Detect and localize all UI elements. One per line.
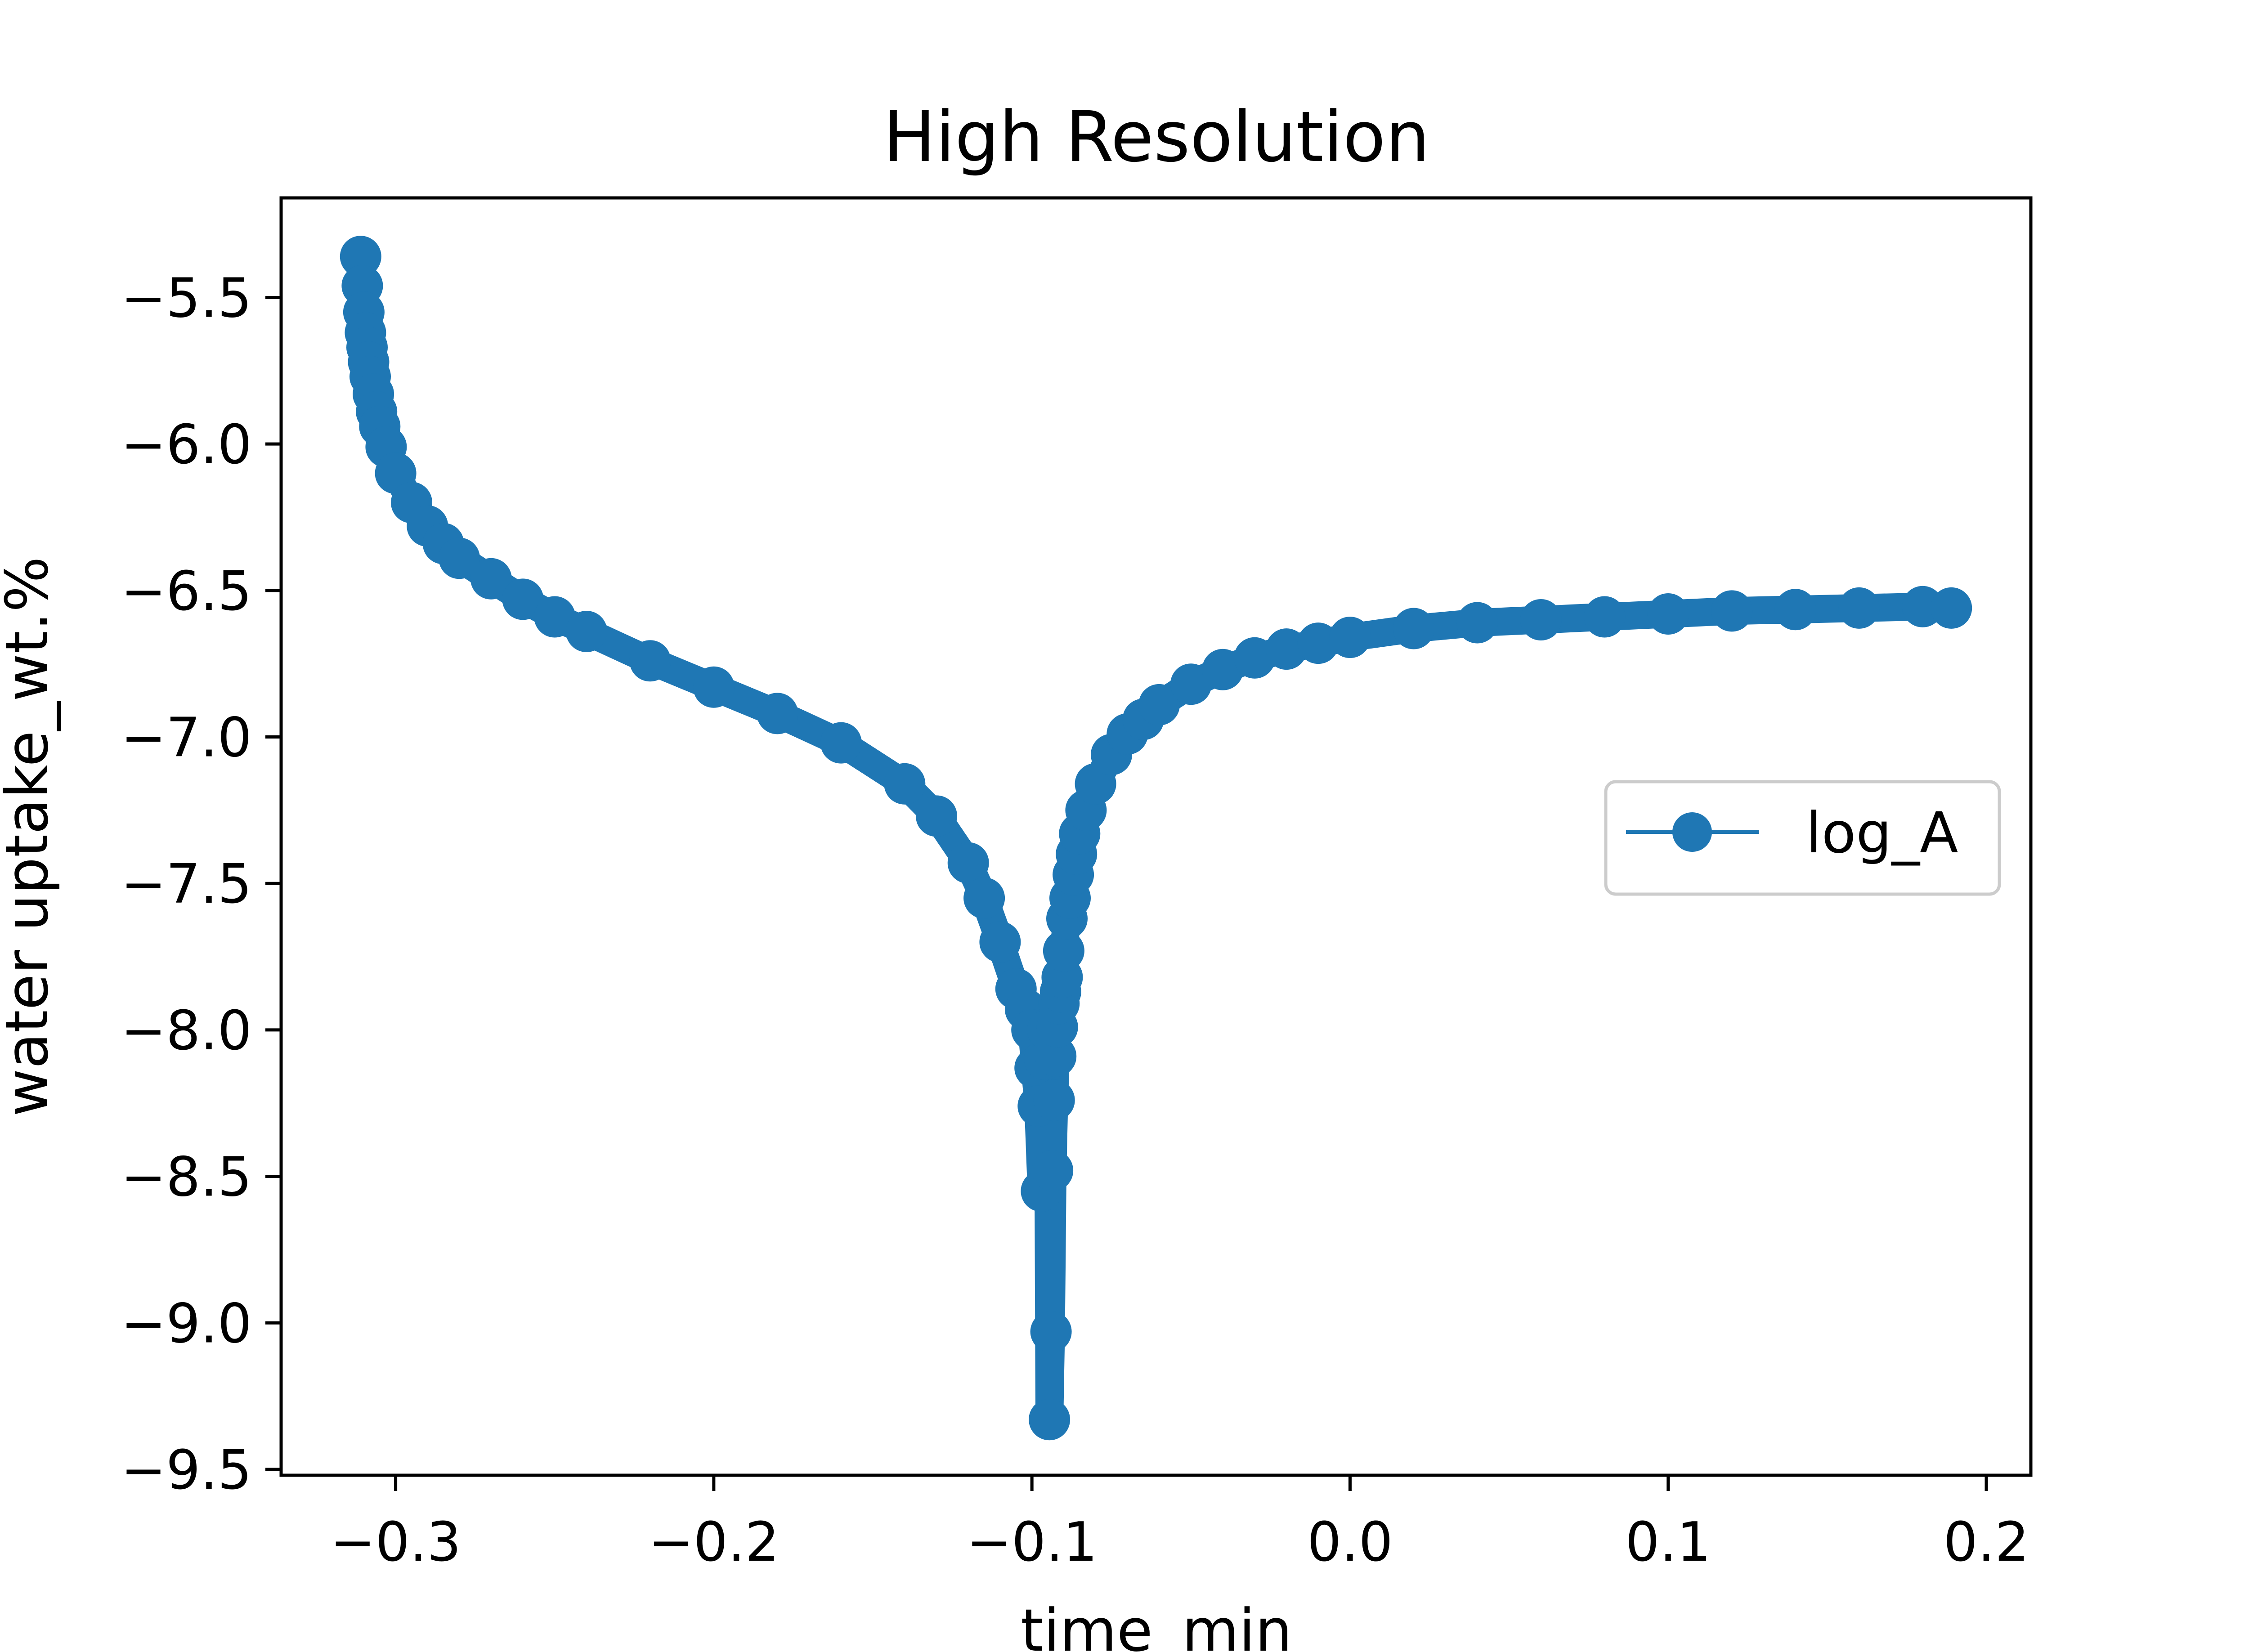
y-axis: −5.5 −6.0 −6.5 −7.0 −7.5 −8.0 −8.5 −9.0 −9.5	[121, 267, 281, 1502]
x-tick-label: −0.2	[648, 1511, 779, 1574]
chart-title: High Resolution	[883, 96, 1429, 178]
data-point	[1202, 649, 1244, 690]
data-point	[439, 537, 480, 579]
y-tick-label: −8.0	[121, 1000, 252, 1062]
y-tick-label: −5.5	[121, 267, 252, 330]
data-point	[1032, 1150, 1074, 1191]
data-point	[1584, 596, 1626, 638]
legend-point-marker	[1672, 812, 1712, 852]
data-point	[1520, 599, 1562, 640]
data-point	[566, 611, 607, 652]
data-point	[1138, 684, 1180, 725]
data-point	[534, 596, 576, 638]
data-point	[340, 236, 381, 278]
legend-frame	[1604, 780, 2001, 896]
data-point	[1033, 1079, 1075, 1121]
data-point	[1774, 589, 1816, 631]
plot-frame	[279, 196, 2033, 1477]
legend-label: log_A	[1806, 801, 1958, 866]
data-point	[629, 640, 671, 682]
data-point	[1329, 617, 1371, 658]
data-point	[1170, 663, 1212, 705]
data-point	[1711, 590, 1753, 632]
data-point	[1234, 637, 1276, 679]
data-point	[502, 578, 544, 620]
data-point	[1393, 608, 1434, 649]
data-point	[1931, 587, 1972, 629]
data-point	[979, 921, 1021, 963]
y-tick-label: −6.5	[121, 560, 252, 623]
series-layer	[340, 236, 1972, 1441]
data-point	[1030, 1311, 1072, 1352]
y-tick-label: −6.0	[121, 414, 252, 476]
series-log_A	[340, 236, 1972, 1441]
data-point	[820, 722, 862, 764]
data-point	[1297, 622, 1339, 664]
y-tick-label: −9.0	[121, 1293, 252, 1355]
data-point	[884, 763, 926, 805]
x-tick-label: −0.1	[966, 1511, 1097, 1574]
data-point	[1043, 930, 1084, 972]
y-tick-label: −7.5	[121, 853, 252, 916]
x-tick-label: 0.1	[1625, 1511, 1711, 1574]
y-axis-label: water uptake_wt.%	[0, 556, 61, 1116]
data-point	[1266, 628, 1307, 670]
data-point	[1456, 602, 1498, 644]
data-point	[1838, 587, 1880, 629]
data-point	[1035, 1035, 1077, 1077]
y-tick-label: −7.0	[121, 707, 252, 770]
data-point	[1647, 593, 1689, 635]
x-tick-label: 0.0	[1307, 1511, 1393, 1574]
y-tick-label: −8.5	[121, 1146, 252, 1209]
data-point	[947, 842, 989, 884]
y-tick-label: −9.5	[121, 1439, 252, 1502]
data-point	[1029, 1399, 1071, 1441]
data-point	[963, 877, 1005, 919]
data-point	[470, 558, 512, 600]
legend: log_A	[1604, 780, 2001, 896]
x-axis-label: time_min	[1021, 1596, 1292, 1652]
x-axis: −0.3 −0.2 −0.1 0.0 0.1 0.2	[330, 1475, 2029, 1574]
data-point	[916, 795, 957, 837]
data-point	[757, 693, 798, 734]
plot-area	[279, 196, 2033, 1477]
x-tick-label: 0.2	[1944, 1511, 2029, 1574]
x-tick-label: −0.3	[330, 1511, 461, 1574]
data-point	[693, 666, 735, 708]
